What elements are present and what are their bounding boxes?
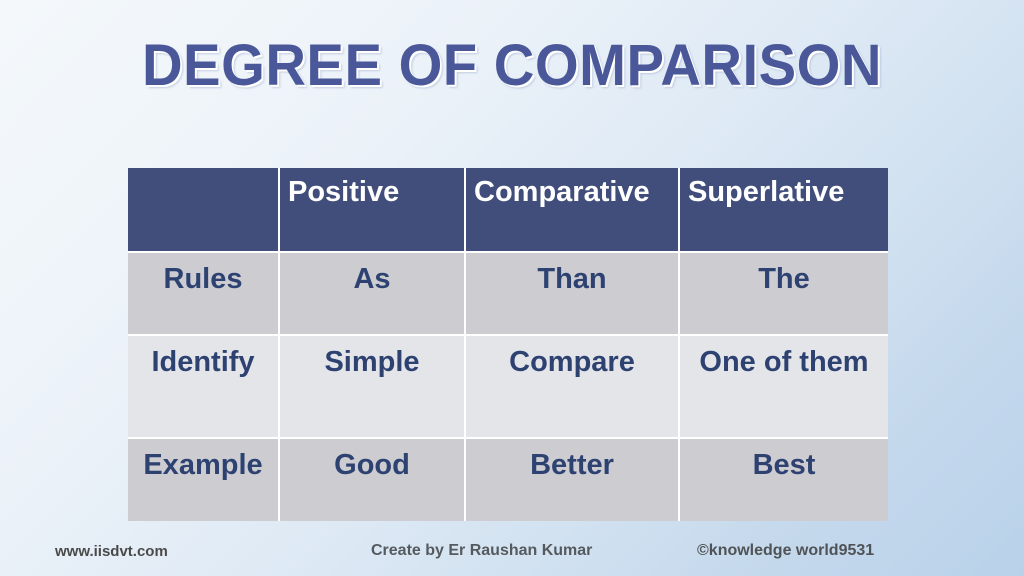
cell-rules-comparative: Than xyxy=(466,253,680,336)
table-row: Example Good Better Best xyxy=(128,439,888,521)
cell-example-positive: Good xyxy=(280,439,466,521)
row-label-example: Example xyxy=(128,439,280,521)
cell-identify-comparative: Compare xyxy=(466,336,680,439)
table-row: Identify Simple Compare One of them xyxy=(128,336,888,439)
row-label-rules: Rules xyxy=(128,253,280,336)
cell-rules-superlative: The xyxy=(680,253,888,336)
row-label-identify: Identify xyxy=(128,336,280,439)
cell-identify-positive: Simple xyxy=(280,336,466,439)
cell-example-comparative: Better xyxy=(466,439,680,521)
table-header-cell-positive: Positive xyxy=(280,168,466,253)
table-header-row: Positive Comparative Superlative xyxy=(128,168,888,253)
cell-rules-positive: As xyxy=(280,253,466,336)
cell-identify-superlative: One of them xyxy=(680,336,888,439)
table-row: Rules As Than The xyxy=(128,253,888,336)
table-header-cell-comparative: Comparative xyxy=(466,168,680,253)
comparison-table-container: Positive Comparative Superlative Rules A… xyxy=(128,168,888,521)
table-header-cell-superlative: Superlative xyxy=(680,168,888,253)
footer-website: www.iisdvt.com xyxy=(55,543,168,560)
degree-of-comparison-table: Positive Comparative Superlative Rules A… xyxy=(128,168,888,521)
footer-author: Create by Er Raushan Kumar xyxy=(371,542,593,559)
table-header-cell-blank xyxy=(128,168,280,253)
page-title: DEGREE OF COMPARISON xyxy=(141,33,883,98)
footer-copyright: ©knowledge world9531 xyxy=(697,542,875,559)
cell-example-superlative: Best xyxy=(680,439,888,521)
